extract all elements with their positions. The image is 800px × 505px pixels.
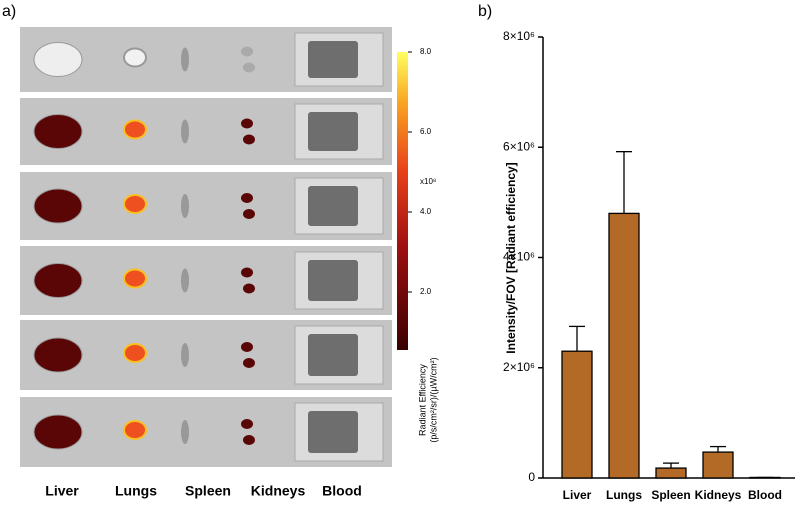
organ-label: Blood [322,483,362,499]
image-panel [20,27,392,467]
x-tick-label: Liver [563,488,592,502]
organ-kidney [243,283,255,294]
organ-label: Kidneys [251,483,306,499]
bar [608,212,640,479]
organ-lungs [123,268,147,289]
organ-label: Liver [45,483,79,499]
organ-lungs [123,47,147,68]
organ-liver [33,188,83,224]
organ-spleen [181,420,189,444]
panel-label: b) [478,3,492,20]
organ-kidney [241,419,253,429]
organ-lungs [123,194,147,214]
cassette-window [308,411,358,453]
y-tick-label: 8×10⁶ [503,29,535,43]
x-tick-label: Blood [748,488,782,502]
organ-lungs [123,343,147,363]
organ-kidney [243,134,255,145]
organ-kidney [243,209,255,219]
organ-label: Spleen [185,483,231,499]
organ-kidney [241,267,253,278]
colorbar-tick-label: 6.0 [420,127,432,136]
organ-lungs [123,119,147,140]
organ-liver [33,42,83,77]
organ-liver [33,263,83,298]
x-tick-label: Lungs [606,488,642,502]
colorbar-label: Radiant Efficiency [417,364,427,436]
organ-spleen [181,47,189,72]
organ-spleen [181,119,189,144]
cassette-window [308,260,358,301]
organ-spleen [181,343,189,367]
y-axis-label: Intensity/FOV [Radiant efficiency] [504,162,518,353]
organ-kidney [241,342,253,352]
organ-kidney [243,358,255,368]
colorbar-tick-label: 4.0 [420,207,432,216]
colorbar [397,52,408,350]
y-tick-label: 2×10⁶ [503,360,535,374]
organ-liver [33,337,83,373]
y-tick-label: 6×10⁶ [503,139,535,153]
bar [749,476,781,479]
cassette-window [308,112,358,151]
organ-label: Lungs [115,483,157,499]
organ-lungs [123,420,147,440]
organ-kidney [241,46,253,57]
colorbar-label: (p/s/cm²/sr)/(µW/cm²) [428,357,438,442]
organ-spleen [181,268,189,293]
panel-label: a) [2,3,16,20]
x-tick-label: Kidneys [695,488,742,502]
bar [702,451,734,479]
x-tick-label: Spleen [651,488,690,502]
organ-kidney [243,435,255,445]
cassette-window [308,334,358,376]
cassette-window [308,41,358,78]
colorbar-multiplier: x10⁸ [420,177,436,186]
colorbar-tick-label: 8.0 [420,47,432,56]
y-tick-label: 0 [528,470,535,484]
organ-kidney [241,193,253,203]
y-tick-label: 4×10⁶ [503,250,535,264]
organ-spleen [181,194,189,218]
organ-kidney [243,62,255,73]
bar [655,467,687,479]
colorbar-tick-label: 2.0 [420,287,432,296]
organ-liver [33,114,83,149]
cassette-window [308,186,358,226]
organ-liver [33,414,83,450]
organ-kidney [241,118,253,129]
bar [561,350,593,479]
